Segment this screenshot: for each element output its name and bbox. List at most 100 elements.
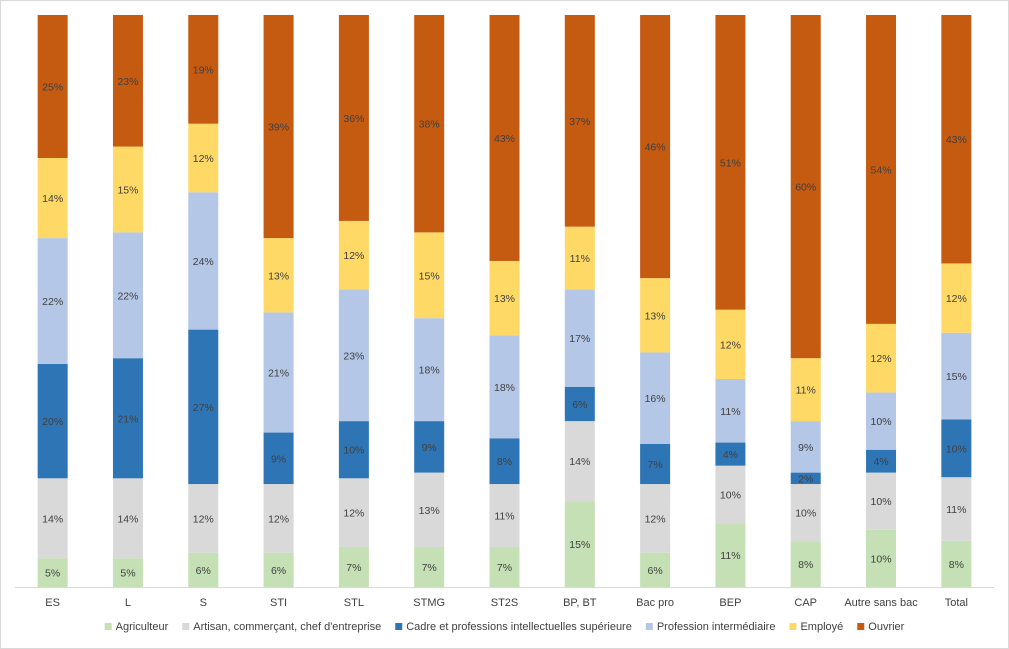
data-label: 5% <box>45 568 60 580</box>
bar-es-employe <box>37 158 68 239</box>
data-label: 6% <box>196 565 211 577</box>
bar-l-artisan-commercant-chef-d-entreprise <box>112 478 143 559</box>
bar-stack-sti: 6% 12% 9% 21% 13% 39% <box>263 15 294 587</box>
x-tick-label: Bac pro <box>636 597 674 609</box>
data-label: 37% <box>569 116 590 128</box>
bar-stack-cap: 8% 10% 2% 9% 11% 60% <box>790 15 821 587</box>
data-label: 7% <box>497 562 512 574</box>
data-label: 17% <box>569 333 590 345</box>
data-label: 12% <box>193 513 214 525</box>
data-label: 16% <box>645 393 666 405</box>
legend-swatch <box>857 623 865 630</box>
bar-cap-agriculteur <box>790 541 821 587</box>
bar-es-cadre-et-professions-intellectuelles-superieure <box>37 363 68 479</box>
data-label: 19% <box>193 64 214 76</box>
bar-stack-stl: 7% 12% 10% 23% 12% 36% <box>338 15 369 587</box>
bar-total-profession-intermediaire <box>941 332 972 420</box>
bar-es-artisan-commercant-chef-d-entreprise <box>37 478 68 559</box>
data-label: 43% <box>946 134 967 146</box>
data-label: 10% <box>871 553 892 565</box>
data-label: 51% <box>720 157 741 169</box>
bar-autre-sans-bac-employe <box>866 323 897 393</box>
bar-stack-st2s: 7% 11% 8% 18% 13% 43% <box>489 15 520 587</box>
data-label: 43% <box>494 133 515 145</box>
bar-st2s-agriculteur <box>489 546 520 587</box>
bar-sti-profession-intermediaire <box>263 312 294 433</box>
bar-stmg-cadre-et-professions-intellectuelles-superieure <box>414 421 445 473</box>
data-label: 12% <box>193 153 214 165</box>
plot-area: 5% 14% 20% 22% 14% 25% 5% 14% 21% 22% 15% 23% 6% 12% 2… <box>37 15 972 587</box>
data-label: 14% <box>42 193 63 205</box>
x-tick-label: STMG <box>413 597 445 609</box>
data-label: 9% <box>798 442 813 454</box>
bar-bac-pro-cadre-et-professions-intellectuelles-superieure <box>640 444 671 485</box>
legend-item-profession-intermediaire: Profession intermédiaire <box>645 621 775 633</box>
data-label: 12% <box>268 513 289 525</box>
legend-label: Agriculteur <box>116 621 169 633</box>
bar-st2s-employe <box>489 260 520 336</box>
legend-swatch <box>182 623 190 630</box>
data-label: 12% <box>645 513 666 525</box>
bar-autre-sans-bac-ouvrier <box>866 15 897 324</box>
data-label: 60% <box>795 182 816 194</box>
x-tick-label: ST2S <box>491 597 519 609</box>
data-label: 18% <box>494 382 515 394</box>
bar-bep-ouvrier <box>715 15 746 310</box>
bar-st2s-cadre-et-professions-intellectuelles-superieure <box>489 438 520 485</box>
bar-autre-sans-bac-profession-intermediaire <box>866 392 897 450</box>
bar-total-artisan-commercant-chef-d-entreprise <box>941 477 972 541</box>
bar-stl-ouvrier <box>338 15 369 221</box>
bar-bep-employe <box>715 309 746 379</box>
data-label: 12% <box>871 353 892 365</box>
x-tick-label: ES <box>45 597 60 609</box>
bar-es-ouvrier <box>37 15 68 158</box>
data-label: 39% <box>268 122 289 134</box>
bar-bp-bt-profession-intermediaire <box>564 289 595 387</box>
data-label: 10% <box>720 490 741 502</box>
bar-stack-bp-bt: 15% 14% 6% 17% 11% 37% <box>564 15 595 587</box>
legend-label: Cadre et professions intellectuelles sup… <box>406 621 632 633</box>
data-label: 5% <box>120 568 135 580</box>
bar-autre-sans-bac-artisan-commercant-chef-d-entreprise <box>866 472 897 530</box>
data-label: 27% <box>193 402 214 414</box>
bar-sti-cadre-et-professions-intellectuelles-superieure <box>263 432 294 485</box>
data-label: 22% <box>42 296 63 308</box>
data-label: 21% <box>117 413 138 425</box>
legend-swatch <box>395 623 403 630</box>
legend-item-cadre-et-professions-intellectuelles-superieure: Cadre et professions intellectuelles sup… <box>395 621 632 633</box>
data-label: 10% <box>795 508 816 520</box>
bar-stack-bep: 11% 10% 4% 11% 12% 51% <box>715 15 746 587</box>
bar-bac-pro-ouvrier <box>640 15 671 279</box>
bar-stack-l: 5% 14% 21% 22% 15% 23% <box>112 15 143 587</box>
legend-item-employe: Employé <box>789 621 843 633</box>
legend: Agriculteur Artisan, commerçant, chef d'e… <box>104 621 905 633</box>
data-label: 12% <box>720 339 741 351</box>
data-label: 10% <box>946 443 967 455</box>
bar-l-employe <box>112 146 143 233</box>
bar-stl-artisan-commercant-chef-d-entreprise <box>338 478 369 547</box>
data-label: 36% <box>343 113 364 125</box>
bar-l-ouvrier <box>112 15 143 147</box>
data-label: 11% <box>720 406 740 418</box>
bar-bep-profession-intermediaire <box>715 379 746 443</box>
bar-es-profession-intermediaire <box>37 238 68 364</box>
bar-st2s-artisan-commercant-chef-d-entreprise <box>489 484 520 547</box>
bar-stack-s: 6% 12% 27% 24% 12% 19% <box>188 15 219 587</box>
bar-cap-artisan-commercant-chef-d-entreprise <box>790 484 821 542</box>
bar-st2s-profession-intermediaire <box>489 335 520 439</box>
data-label: 14% <box>42 513 63 525</box>
legend-swatch <box>645 623 653 630</box>
legend-swatch <box>104 623 112 630</box>
bar-cap-ouvrier <box>790 15 821 359</box>
data-label: 8% <box>949 559 964 571</box>
data-label: 10% <box>343 445 364 457</box>
bar-stmg-ouvrier <box>414 15 445 233</box>
data-label: 54% <box>871 164 892 176</box>
data-label: 9% <box>271 453 286 465</box>
legend-item-artisan-commercant-chef-d-entreprise: Artisan, commerçant, chef d'entreprise <box>182 621 381 633</box>
bar-stl-agriculteur <box>338 546 369 587</box>
x-tick-label: BEP <box>719 597 741 609</box>
bar-stack-bac-pro: 6% 12% 7% 16% 13% 46% <box>640 15 671 587</box>
legend-item-agriculteur: Agriculteur <box>104 621 169 633</box>
